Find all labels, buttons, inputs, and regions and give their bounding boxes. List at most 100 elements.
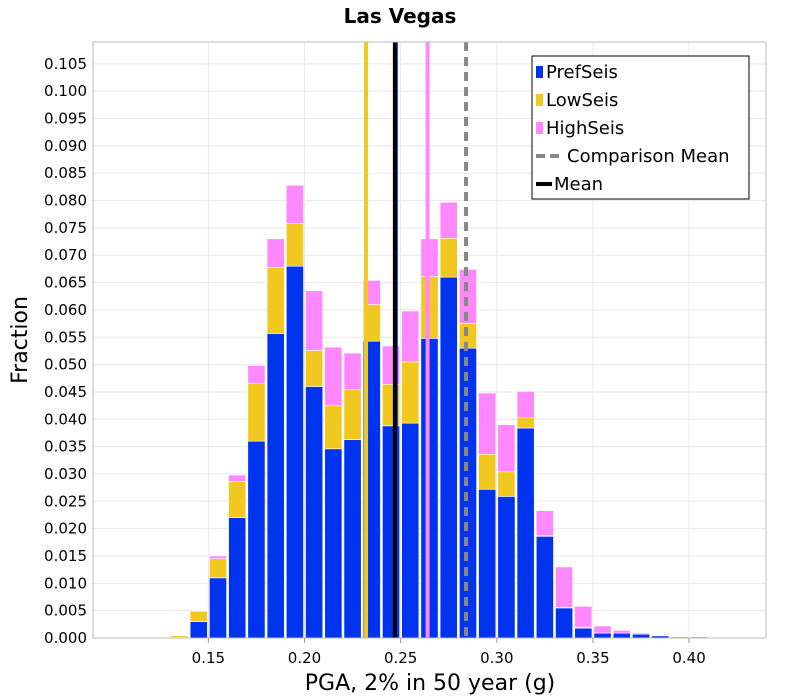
y-tick-label: 0.025: [44, 492, 87, 510]
legend-box: [531, 55, 750, 200]
bar-lowseis: [439, 237, 458, 278]
bar-highseis: [574, 605, 593, 628]
y-tick-label: 0.095: [44, 110, 87, 128]
bar-lowseis: [247, 382, 266, 442]
y-tick-label: 0.010: [44, 574, 87, 592]
bar-prefseis: [285, 265, 304, 639]
bar-prefseis: [189, 621, 208, 639]
legend-label: Comparison Mean: [567, 146, 730, 167]
bar-prefseis: [478, 488, 497, 639]
bar-highseis: [401, 310, 420, 363]
bar-prefseis: [324, 448, 343, 639]
bar-prefseis: [555, 607, 574, 639]
y-tick-label: 0.045: [44, 383, 87, 401]
bar-highseis: [478, 392, 497, 455]
bar-highseis: [285, 184, 304, 224]
y-tick-label: 0.085: [44, 164, 87, 182]
y-tick-label: 0.065: [44, 274, 87, 292]
bar-prefseis: [574, 627, 593, 639]
y-tick-label: 0.090: [44, 137, 87, 155]
bar-highseis: [343, 352, 362, 391]
y-tick-label: 0.005: [44, 602, 87, 620]
y-tick-label: 0.070: [44, 246, 87, 264]
bar-prefseis: [305, 386, 324, 639]
plot-frame: [92, 41, 767, 639]
bar-lowseis: [478, 453, 497, 490]
bar-prefseis: [228, 517, 247, 639]
bar-prefseis: [593, 632, 612, 639]
bar-lowseis: [228, 481, 247, 519]
bar-highseis: [612, 630, 631, 634]
bar-prefseis: [343, 439, 362, 639]
bar-highseis: [266, 238, 285, 268]
legend-label: Mean: [554, 174, 603, 195]
legend-swatch: [536, 66, 543, 78]
legend-label: LowSeis: [546, 90, 618, 111]
y-tick-label: 0.100: [44, 82, 87, 100]
legend-label: PrefSeis: [546, 62, 618, 83]
bar-prefseis: [535, 535, 554, 639]
x-tick-label: 0.15: [192, 649, 225, 667]
bar-prefseis: [209, 577, 227, 639]
chart-title: Las Vegas: [344, 4, 457, 28]
bar-lowseis: [266, 266, 285, 334]
bar-highseis: [189, 610, 208, 612]
bar-prefseis: [439, 276, 458, 639]
bar-prefseis: [612, 632, 631, 639]
bars: [170, 184, 747, 639]
y-tick-label: 0.080: [44, 192, 87, 210]
bar-lowseis: [285, 223, 304, 267]
y-tick-label: 0.050: [44, 356, 87, 374]
bar-highseis: [651, 634, 670, 637]
bar-prefseis: [632, 633, 650, 639]
bar-highseis: [228, 474, 247, 482]
vertical-lines: [364, 42, 469, 638]
legend-swatch: [536, 94, 543, 106]
x-axis-label: PGA, 2% in 50 year (g): [305, 671, 556, 696]
x-tick-label: 0.25: [384, 649, 417, 667]
y-tick-label: 0.015: [44, 547, 87, 565]
bar-lowseis: [497, 471, 516, 497]
y-tick-label: 0.075: [44, 219, 87, 237]
bar-highseis: [709, 636, 727, 638]
y-axis-label: Fraction: [8, 296, 33, 384]
bar-highseis: [516, 391, 535, 418]
x-tick-label: 0.40: [672, 649, 705, 667]
legend-swatch: [536, 122, 543, 134]
bar-lowseis: [209, 558, 227, 579]
bar-lowseis: [516, 417, 535, 429]
bar-highseis: [670, 636, 689, 638]
y-tick-label: 0.000: [44, 629, 87, 647]
bar-highseis: [555, 566, 574, 608]
y-tick-label: 0.060: [44, 301, 87, 319]
bar-lowseis: [189, 610, 208, 622]
bar-prefseis: [497, 496, 516, 639]
legend: PrefSeis LowSeis HighSeis Comparison Mean Me…: [531, 55, 750, 200]
bar-highseis: [632, 632, 650, 635]
legend-label: HighSeis: [546, 118, 624, 139]
bar-highseis: [593, 625, 612, 634]
bar-lowseis: [324, 405, 343, 450]
bar-lowseis: [305, 350, 324, 387]
bar-highseis: [247, 365, 266, 384]
bar-lowseis: [401, 361, 420, 424]
bar-highseis: [439, 201, 458, 239]
bar-prefseis: [247, 440, 266, 639]
x-tick-label: 0.20: [288, 649, 321, 667]
y-tick-label: 0.030: [44, 465, 87, 483]
bar-prefseis: [401, 422, 420, 639]
y-tick-label: 0.040: [44, 410, 87, 428]
y-tick-label: 0.020: [44, 520, 87, 538]
bar-lowseis: [170, 635, 189, 638]
bar-highseis: [689, 636, 708, 638]
bar-highseis: [324, 346, 343, 406]
bar-highseis: [209, 555, 227, 560]
x-tick-label: 0.35: [576, 649, 609, 667]
bar-highseis: [535, 510, 554, 537]
y-tick-label: 0.105: [44, 55, 87, 73]
bar-prefseis: [516, 427, 535, 639]
bar-prefseis: [266, 333, 285, 639]
y-axis-ticks: 0.000 0.005 0.010 0.015 0.020 0.025 0.030 0.035…: [44, 55, 87, 647]
x-tick-label: 0.30: [480, 649, 513, 667]
